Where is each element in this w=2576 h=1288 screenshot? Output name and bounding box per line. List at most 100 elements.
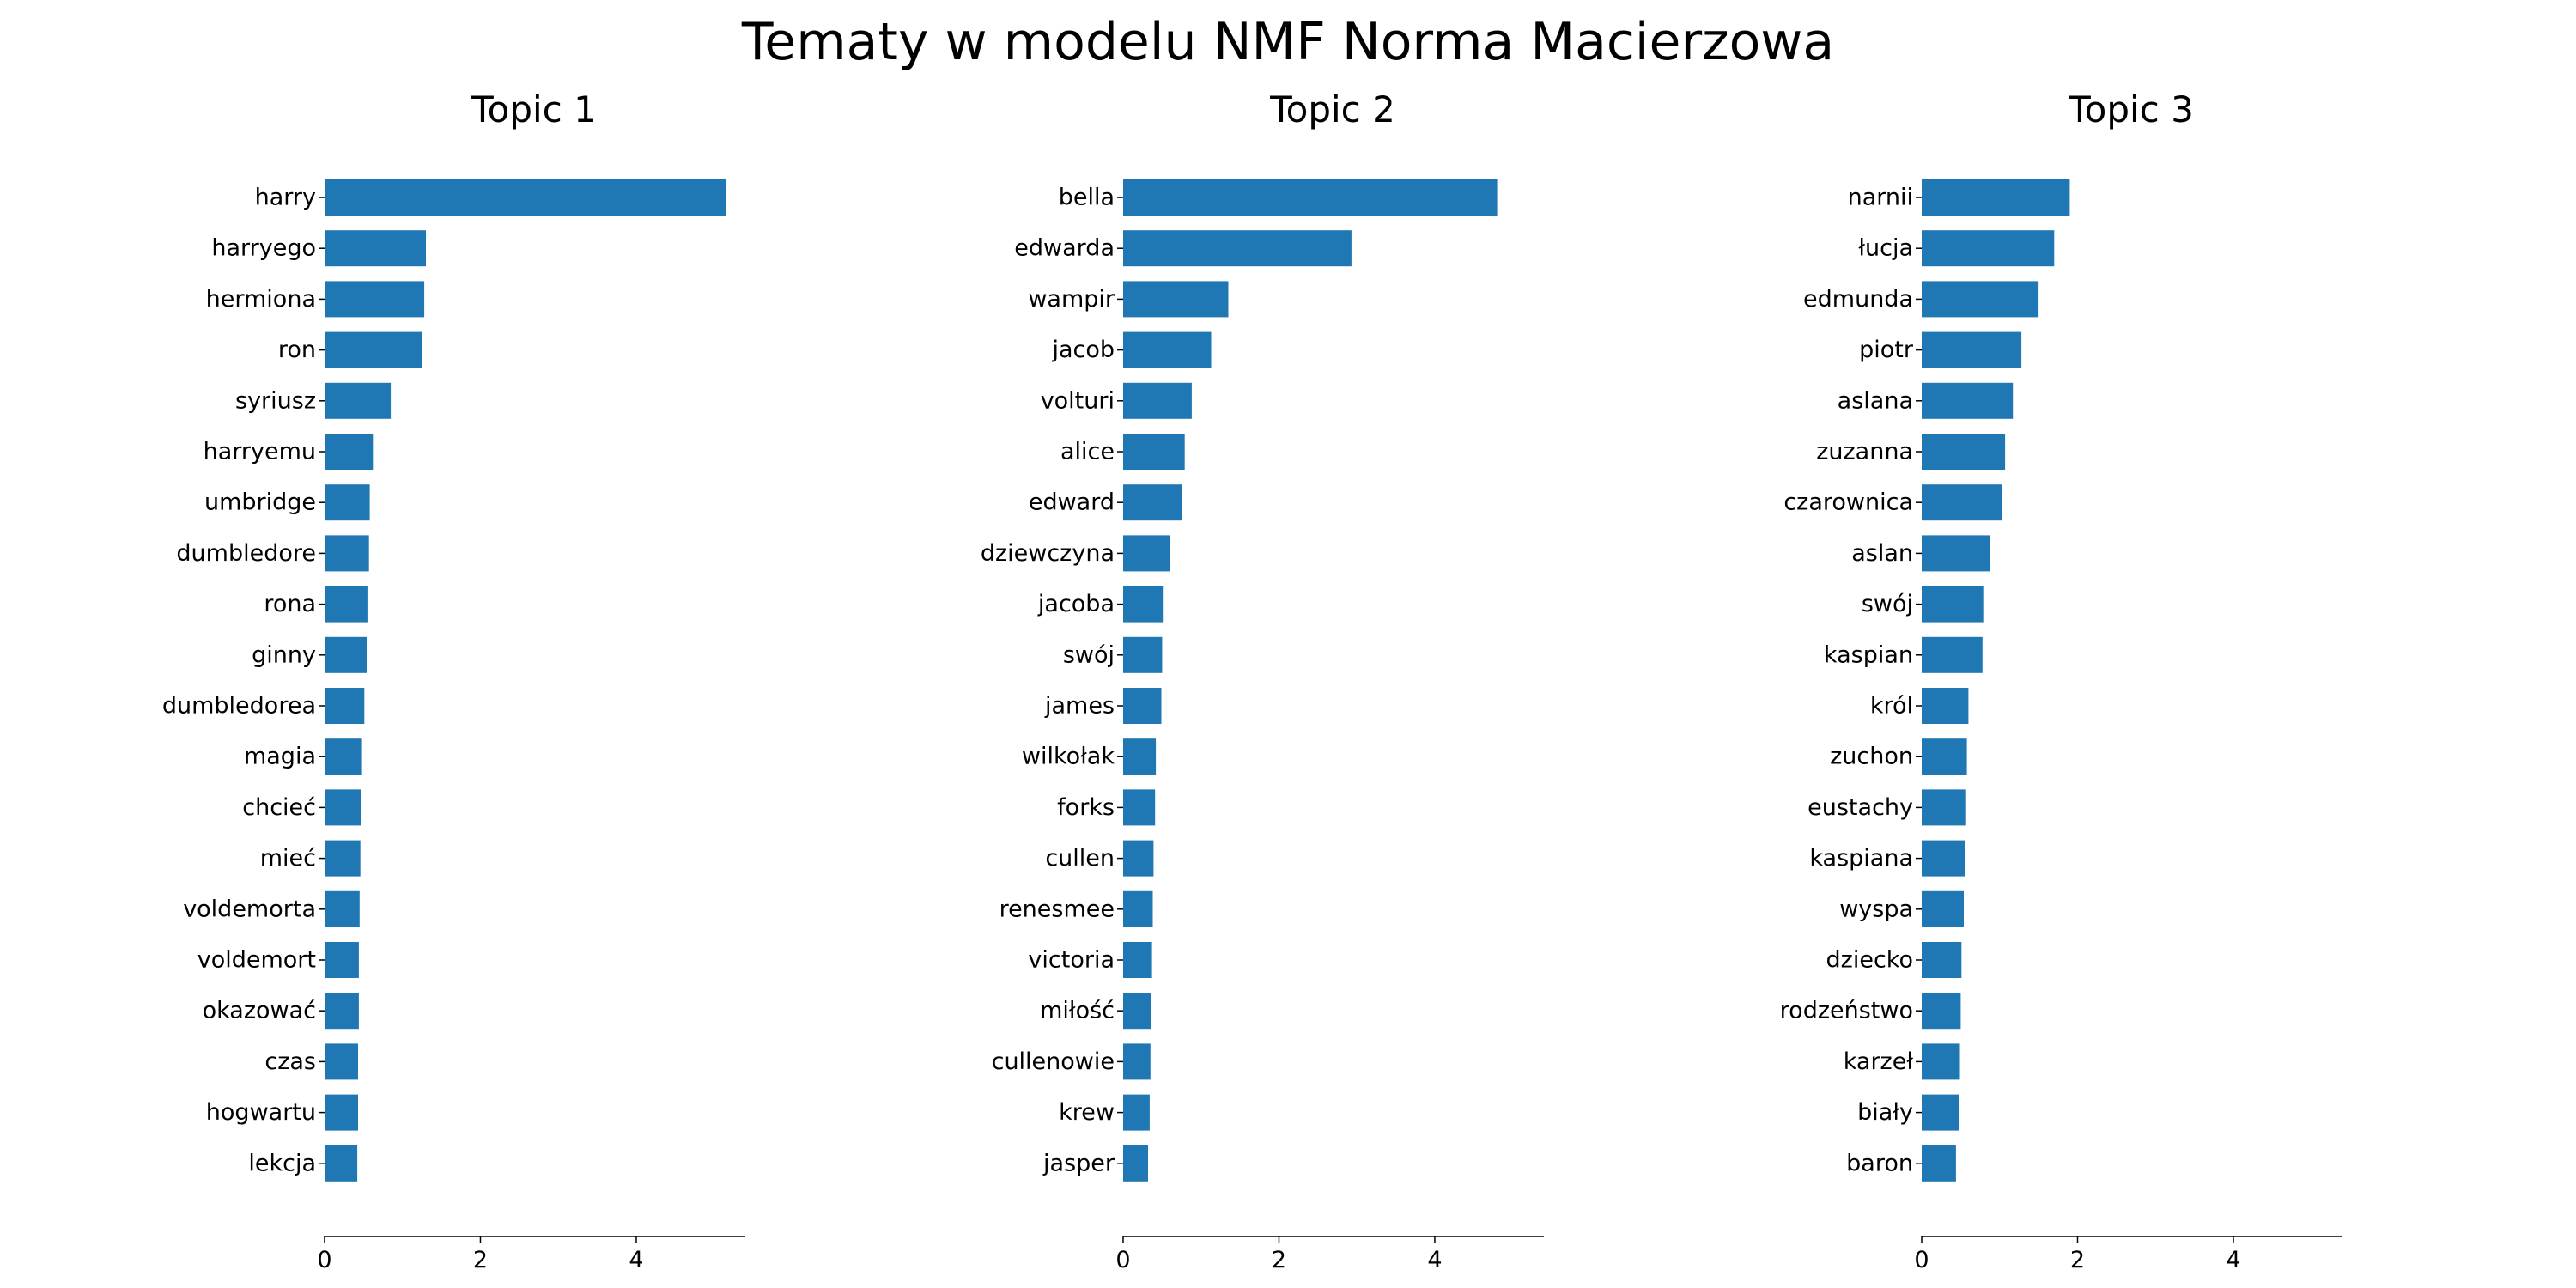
- category-label: cullenowie: [992, 1048, 1115, 1075]
- bar-voldemorta: [325, 890, 360, 927]
- bar-chcieć: [325, 789, 361, 826]
- category-label: james: [1044, 693, 1115, 720]
- category-label: umbridge: [204, 489, 316, 516]
- bar-kaspian: [1922, 636, 1983, 673]
- bar-harryemu: [325, 434, 374, 470]
- category-label: piotr: [1859, 337, 1914, 363]
- bar-alice: [1123, 434, 1185, 470]
- bar-czas: [325, 1043, 358, 1080]
- category-label: baron: [1846, 1150, 1913, 1176]
- bar-jasper: [1123, 1145, 1148, 1182]
- bar-harryego: [325, 230, 426, 267]
- x-tick-label: 2: [473, 1247, 488, 1273]
- bar-rona: [325, 586, 368, 623]
- category-label: forks: [1057, 794, 1115, 821]
- category-label: jasper: [1042, 1150, 1115, 1176]
- bar-edmunda: [1922, 281, 2039, 318]
- bar-volturi: [1123, 382, 1192, 419]
- bar-okazować: [325, 993, 359, 1030]
- bar-łucja: [1922, 230, 2055, 267]
- bar-forks: [1123, 789, 1156, 826]
- category-label: harryego: [211, 235, 316, 262]
- category-label: dumbledorea: [162, 693, 316, 720]
- bar-zuzanna: [1922, 434, 2006, 470]
- bar-lekcja: [325, 1145, 358, 1182]
- category-label: biały: [1857, 1099, 1913, 1126]
- category-label: kaspian: [1824, 641, 1913, 668]
- category-label: eustachy: [1807, 794, 1913, 821]
- category-label: aslana: [1838, 387, 1913, 414]
- category-label: edmunda: [1803, 286, 1913, 313]
- category-label: miłość: [1040, 998, 1115, 1024]
- bar-swój: [1922, 586, 1984, 623]
- category-label: edwarda: [1014, 235, 1115, 262]
- category-label: bella: [1059, 185, 1115, 211]
- bar-czarownica: [1922, 484, 2002, 521]
- category-label: zuzanna: [1816, 439, 1913, 465]
- category-label: łucja: [1858, 235, 1913, 262]
- bar-cullen: [1123, 840, 1154, 877]
- category-label: wampir: [1028, 286, 1115, 313]
- bar-narnii: [1922, 179, 2070, 216]
- category-label: hogwartu: [206, 1099, 316, 1126]
- panel-title: Topic 3: [2068, 88, 2194, 131]
- bar-jacoba: [1123, 586, 1164, 623]
- bar-aslan: [1922, 535, 1990, 572]
- category-label: zuchon: [1830, 744, 1913, 770]
- x-tick-label: 4: [629, 1247, 643, 1273]
- category-label: kaspiana: [1809, 845, 1913, 872]
- category-label: dziecko: [1826, 947, 1913, 974]
- topic-panel-1: Topic 1 harry harryego hermiona ron syriusz ha…: [162, 88, 745, 1273]
- bar-hermiona: [325, 281, 425, 318]
- bar-krew: [1123, 1094, 1150, 1131]
- bar-dumbledorea: [325, 688, 365, 724]
- category-label: alice: [1060, 439, 1115, 465]
- category-label: okazować: [203, 998, 316, 1024]
- bar-voldemort: [325, 942, 359, 978]
- bar-ginny: [325, 636, 367, 673]
- bar-dziewczyna: [1123, 535, 1170, 572]
- x-tick-label: 2: [2070, 1247, 2085, 1273]
- bar-biały: [1922, 1094, 1959, 1131]
- bar-miłość: [1123, 993, 1151, 1030]
- figure-title: Tematy w modelu NMF Norma Macierzowa: [741, 12, 1835, 72]
- category-label: harry: [255, 185, 316, 211]
- category-label: ginny: [252, 641, 316, 668]
- bar-wampir: [1123, 281, 1229, 318]
- bar-piotr: [1922, 331, 2022, 368]
- bar-swój: [1123, 636, 1163, 673]
- bar-baron: [1922, 1145, 1956, 1182]
- bar-magia: [325, 738, 362, 775]
- category-label: voldemort: [197, 947, 316, 974]
- bar-jacob: [1123, 331, 1212, 368]
- bar-aslana: [1922, 382, 2014, 419]
- category-label: wyspa: [1839, 896, 1913, 922]
- bar-ron: [325, 331, 422, 368]
- category-label: dziewczyna: [981, 540, 1115, 567]
- bar-wilkołak: [1123, 738, 1157, 775]
- category-label: dumbledore: [176, 540, 316, 567]
- bar-umbridge: [325, 484, 370, 521]
- category-label: ron: [278, 337, 316, 363]
- category-label: czarownica: [1783, 489, 1913, 516]
- category-label: wilkołak: [1022, 744, 1115, 770]
- category-label: victoria: [1028, 947, 1115, 974]
- topic-panel-3: Topic 3 narnii łucja edmunda piotr aslana zuza…: [1780, 88, 2342, 1273]
- category-label: karzeł: [1844, 1048, 1914, 1075]
- bar-rodzeństwo: [1922, 993, 1961, 1030]
- category-label: magia: [244, 744, 316, 770]
- bar-zuchon: [1922, 738, 1967, 775]
- x-tick-label: 2: [1272, 1247, 1286, 1273]
- bar-wyspa: [1922, 890, 1964, 927]
- category-label: syriusz: [235, 387, 316, 414]
- category-label: jacob: [1051, 337, 1115, 363]
- category-label: narnii: [1848, 185, 1913, 211]
- bar-dumbledore: [325, 535, 369, 572]
- category-label: cullen: [1045, 845, 1115, 872]
- bar-król: [1922, 688, 1969, 724]
- category-label: krew: [1059, 1099, 1115, 1126]
- panel-title: Topic 2: [1269, 88, 1395, 131]
- category-label: renesmee: [999, 896, 1115, 922]
- category-label: rona: [264, 591, 316, 617]
- category-label: lekcja: [248, 1150, 316, 1176]
